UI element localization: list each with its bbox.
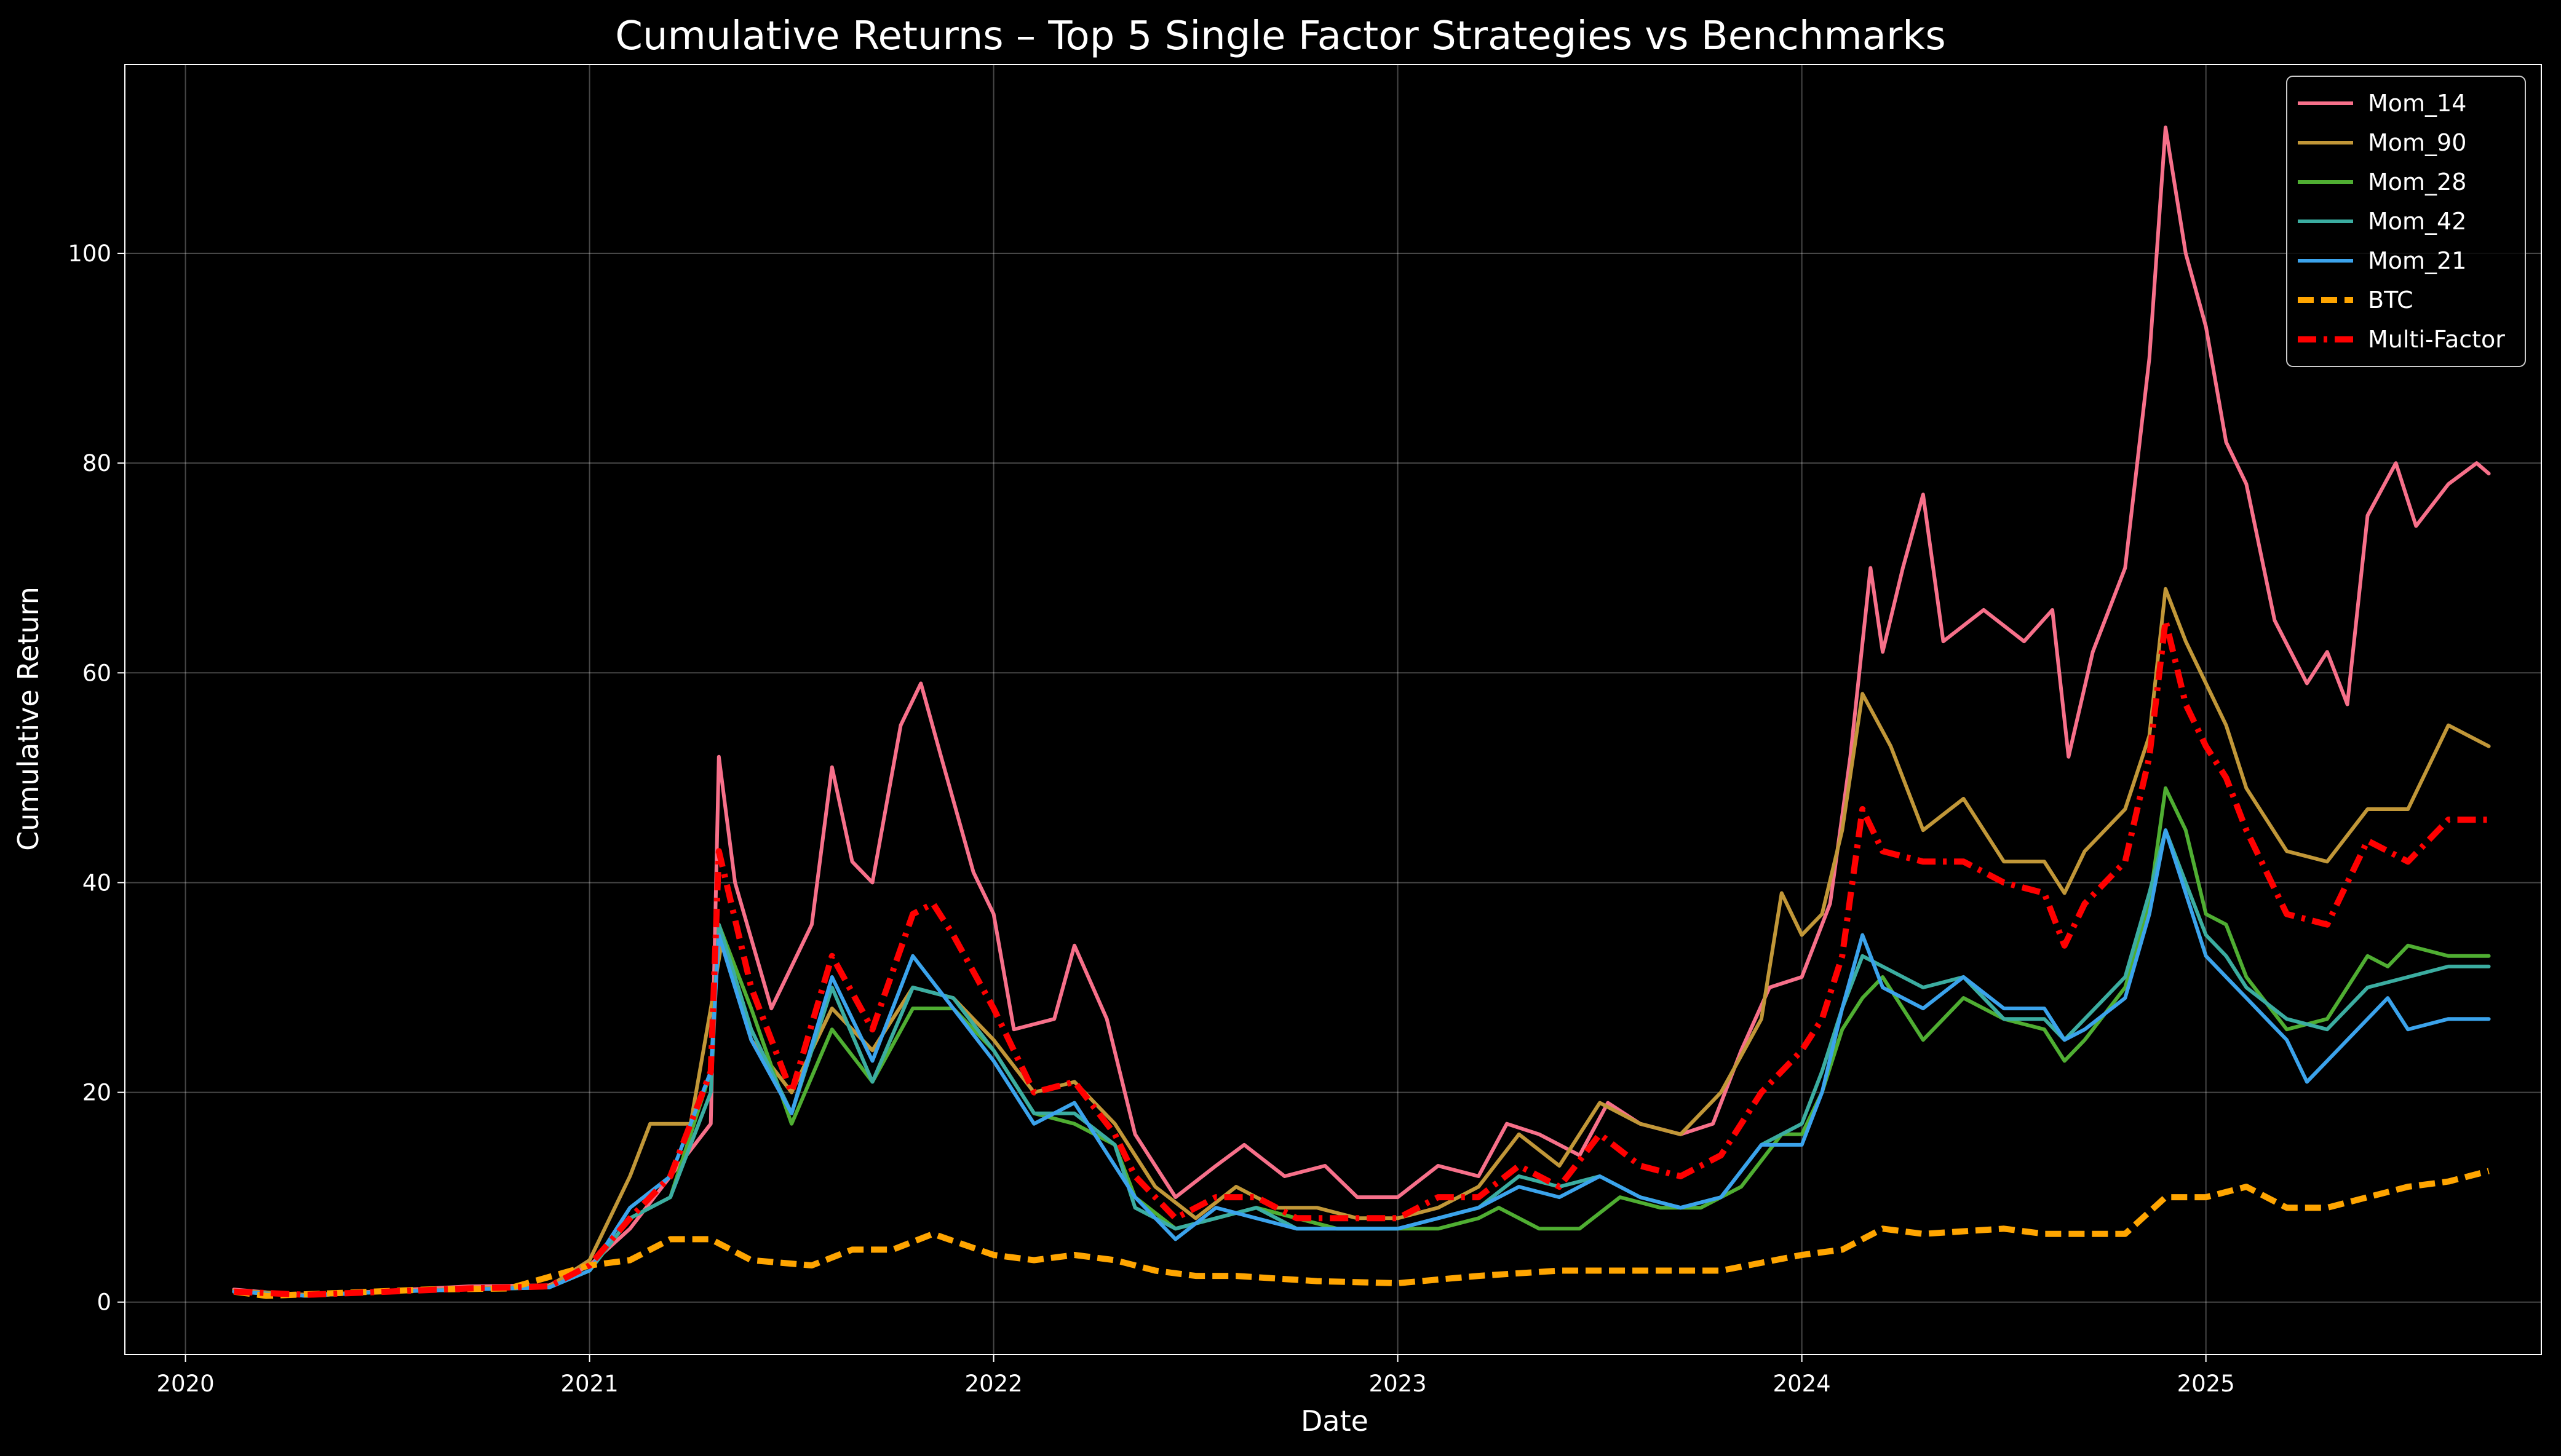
plot-frame [124, 64, 2542, 1355]
series-line-multi-factor [234, 617, 2489, 1298]
series-line-mom-14 [232, 125, 2491, 1298]
y-tick-label: 40 [82, 869, 111, 896]
y-tick-label: 20 [82, 1080, 111, 1106]
chart-title: Cumulative Returns – Top 5 Single Factor… [615, 14, 1945, 59]
series-line-mom-28 [232, 786, 2491, 1298]
legend-label: Mom_28 [2368, 168, 2466, 196]
series-line-mom-21 [232, 828, 2491, 1298]
y-tick-label: 0 [97, 1289, 111, 1316]
legend-label: Mom_21 [2368, 247, 2466, 274]
legend-label: Mom_14 [2368, 90, 2466, 117]
legend-label: Mom_90 [2368, 129, 2466, 156]
x-tick-label: 2022 [965, 1371, 1023, 1397]
legend-box [2286, 76, 2526, 367]
legend: Mom_14 Mom_90 Mom_28 Mom_42 Mom_21 BTC Multi-F… [2286, 76, 2526, 367]
x-axis-label: Date [1301, 1404, 1368, 1438]
legend-label: BTC [2368, 287, 2413, 314]
y-tick-label: 100 [68, 240, 111, 267]
x-tick-label: 2020 [156, 1371, 214, 1397]
y-tick-label: 60 [82, 660, 111, 686]
legend-label: Multi-Factor [2368, 326, 2505, 353]
series-line-btc [233, 1168, 2490, 1299]
x-tick-label: 2024 [1773, 1371, 1831, 1397]
plot-area: 2020 2021 2022 2023 2024 2025 0 20 40 60 80 100 [68, 64, 2542, 1397]
y-tick-label: 80 [82, 450, 111, 477]
legend-label: Mom_42 [2368, 208, 2466, 235]
y-axis-label: Cumulative Return [12, 587, 45, 851]
x-tick-label: 2025 [2177, 1371, 2235, 1397]
x-tick-label: 2023 [1369, 1371, 1427, 1397]
x-tick-label: 2021 [560, 1371, 618, 1397]
